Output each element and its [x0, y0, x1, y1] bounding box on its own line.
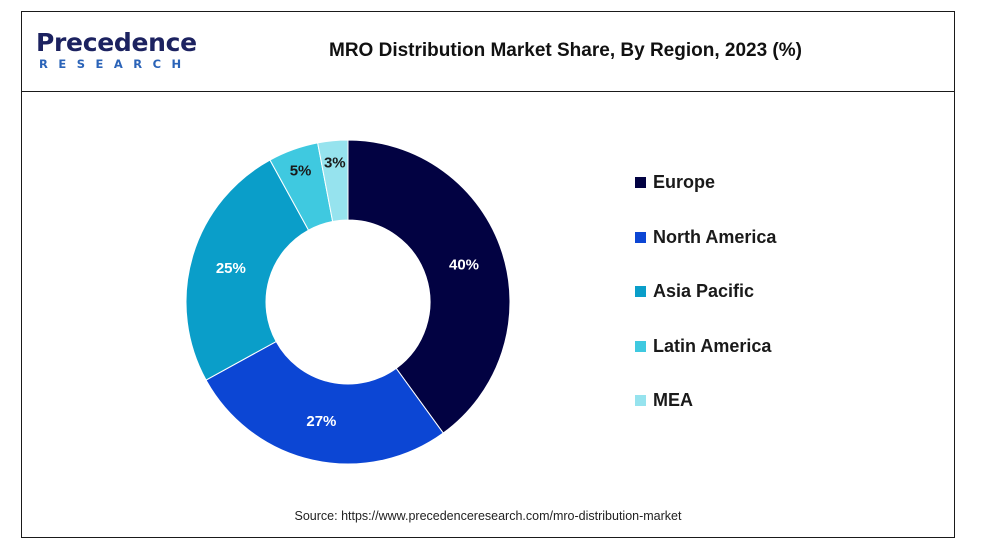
slice-mea	[317, 139, 349, 223]
logo-subtitle: RESEARCH	[39, 57, 192, 71]
legend-swatch	[635, 340, 646, 352]
data-label-europe: 40%	[449, 256, 479, 273]
legend-label: Asia Pacific	[653, 281, 755, 301]
slice-europe	[347, 139, 511, 434]
brand-logo: Precedence RESEARCH	[36, 28, 197, 75]
logo-wordmark: Precedence	[36, 28, 197, 57]
chart-title: MRO Distribution Market Share, By Region…	[329, 40, 802, 61]
legend-label: North America	[653, 226, 777, 247]
data-label-latin-america: 5%	[290, 162, 312, 179]
chart-frame: Precedence RESEARCH MRO Distribution Mar…	[21, 11, 955, 538]
legend-label: Europe	[653, 172, 716, 192]
source-note: Source: https://www.precedenceresearch.c…	[294, 509, 682, 523]
data-label-asia-pacific: 25%	[216, 260, 246, 277]
header: Precedence RESEARCH MRO Distribution Mar…	[22, 12, 954, 92]
data-label-north-america: 27%	[306, 413, 336, 430]
slice-asia-pacific	[185, 159, 310, 381]
data-label-mea: 3%	[324, 155, 346, 172]
legend-swatch	[635, 395, 646, 406]
legend-label: Latin America	[653, 335, 772, 356]
slice-north-america	[205, 340, 444, 465]
legend-label: MEA	[653, 390, 693, 410]
legend-swatch	[635, 286, 646, 297]
legend-swatch	[635, 231, 646, 243]
legend-swatch	[635, 177, 646, 188]
